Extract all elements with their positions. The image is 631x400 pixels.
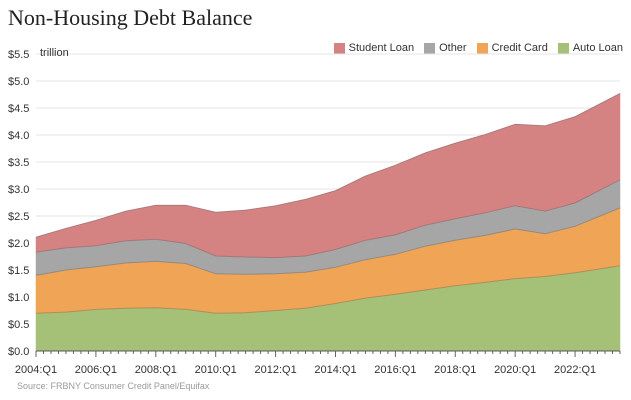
x-tick-label: 2018:Q1	[434, 364, 476, 376]
legend-label-credit-card: Credit Card	[491, 42, 548, 54]
y-tick-label: $2.0	[8, 238, 29, 250]
area-edge-credit-card	[35, 207, 621, 276]
chart-title: Non-Housing Debt Balance	[8, 5, 253, 30]
y-tick-label: $1.5	[8, 265, 29, 277]
area-edge-auto-loan	[35, 265, 621, 314]
x-tick-label: 2004:Q1	[15, 364, 57, 376]
x-tick-label: 2008:Q1	[135, 364, 177, 376]
legend-swatch-credit-card	[476, 42, 488, 54]
legend-item-credit-card: Credit Card	[476, 42, 548, 54]
legend-label-auto-loan: Auto Loan	[572, 42, 623, 54]
x-tick-label: 2012:Q1	[254, 364, 296, 376]
x-tick-label: 2020:Q1	[494, 364, 536, 376]
legend-item-other: Other	[424, 42, 467, 54]
x-tick-label: 2010:Q1	[195, 364, 237, 376]
legend-item-auto-loan: Auto Loan	[557, 42, 623, 54]
legend-label-student-loan: Student Loan	[348, 42, 415, 54]
x-tick-label: 2014:Q1	[314, 364, 356, 376]
area-student-loan	[35, 92, 621, 258]
y-tick-label: $0.5	[8, 319, 29, 331]
x-tick-label: 2006:Q1	[75, 364, 117, 376]
y-axis-tick-labels: $0.0 $0.5 $1.0 $1.5 $2.0 $2.5 $3.0 $3.5 $4.0 $4.5…	[8, 49, 29, 358]
y-tick-label: $3.0	[8, 184, 29, 196]
y-tick-label: $1.0	[8, 292, 29, 304]
y-tick-label: $5.0	[8, 76, 29, 88]
y-tick-label: $2.5	[8, 211, 29, 223]
legend-swatch-auto-loan	[557, 42, 569, 54]
y-tick-label: $0.0	[8, 346, 29, 358]
area-edge-student-loan	[35, 92, 621, 238]
x-axis	[35, 350, 621, 357]
area-edge-other	[35, 179, 621, 259]
y-tick-label: $4.0	[8, 130, 29, 142]
y-unit-label: trillion	[40, 47, 69, 59]
legend-label-other: Other	[439, 42, 467, 54]
y-tick-label: $4.5	[8, 103, 29, 115]
area-series-group	[35, 92, 621, 352]
x-tick-label: 2016:Q1	[374, 364, 416, 376]
legend-item-student-loan: Student Loan	[333, 42, 415, 54]
legend-swatch-student-loan	[333, 42, 345, 54]
x-axis-tick-labels: 2004:Q1 2006:Q1 2008:Q1 2010:Q1 2012:Q1 2014:…	[15, 364, 596, 376]
source-note: Source: FRBNY Consumer Credit Panel/Equi…	[17, 381, 210, 391]
chart-legend: Student Loan Other Credit Card Auto Loan	[333, 42, 623, 54]
x-tick-label: 2022:Q1	[554, 364, 596, 376]
legend-swatch-other	[424, 42, 436, 54]
y-tick-label: $5.5	[8, 49, 29, 61]
y-tick-label: $3.5	[8, 157, 29, 169]
